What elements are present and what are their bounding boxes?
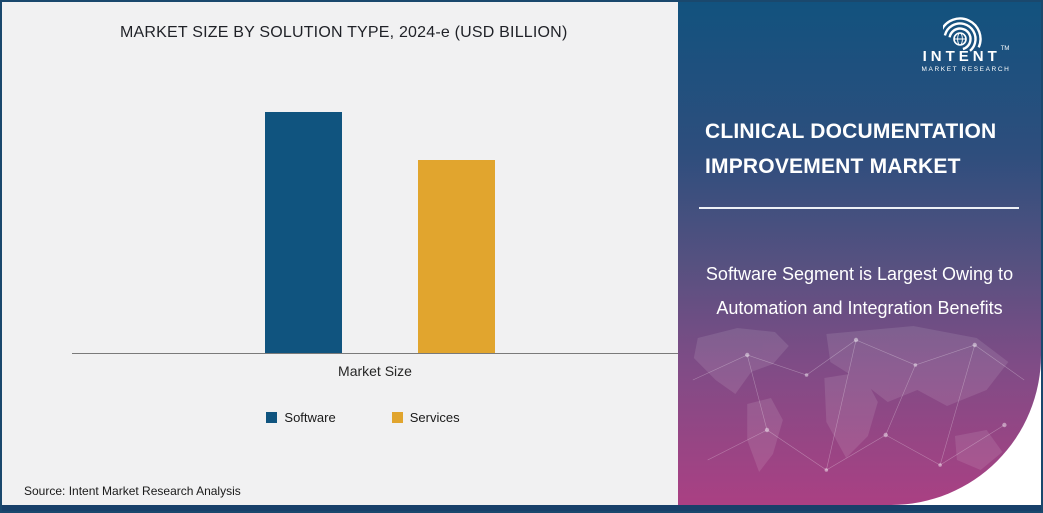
panel-subtitle: Software Segment is Largest Owing to Aut… bbox=[705, 264, 1014, 318]
legend-swatch-software bbox=[266, 412, 278, 423]
legend-swatch-services bbox=[391, 412, 403, 423]
legend-item-services: Services bbox=[391, 410, 460, 425]
panel-title: CLINICAL DOCUMENTATION IMPROVEMENT MARKE… bbox=[705, 120, 997, 178]
intent-market-research-logo: INTENT TM MARKET RESEARCH bbox=[911, 10, 1021, 73]
bar-services bbox=[418, 160, 495, 353]
logo-brand-text: INTENT bbox=[922, 48, 1001, 65]
x-axis-category-label: Market Size bbox=[338, 363, 412, 379]
chart-legend: Software Services bbox=[24, 410, 702, 425]
logo-trademark: TM bbox=[1000, 46, 1010, 52]
bar-chart-plot-area bbox=[72, 84, 678, 354]
bottom-brand-strip bbox=[2, 505, 1041, 511]
chart-section: MARKET SIZE BY SOLUTION TYPE, 2024-e (US… bbox=[2, 2, 680, 507]
legend-label-software: Software bbox=[284, 410, 336, 425]
logo-tagline-text: MARKET RESEARCH bbox=[921, 66, 1011, 73]
signal-globe-icon bbox=[943, 17, 982, 54]
brand-panel: INTENT TM MARKET RESEARCH CLINICAL DOCUM… bbox=[678, 2, 1041, 505]
legend-label-services: Services bbox=[409, 410, 460, 425]
bar-software bbox=[265, 112, 342, 353]
panel-divider bbox=[699, 207, 1019, 209]
chart-title: MARKET SIZE BY SOLUTION TYPE, 2024-e (US… bbox=[120, 24, 568, 41]
world-map-network-decoration bbox=[692, 326, 1025, 472]
source-note: Source: Intent Market Research Analysis bbox=[24, 484, 241, 498]
legend-item-software: Software bbox=[266, 410, 336, 425]
